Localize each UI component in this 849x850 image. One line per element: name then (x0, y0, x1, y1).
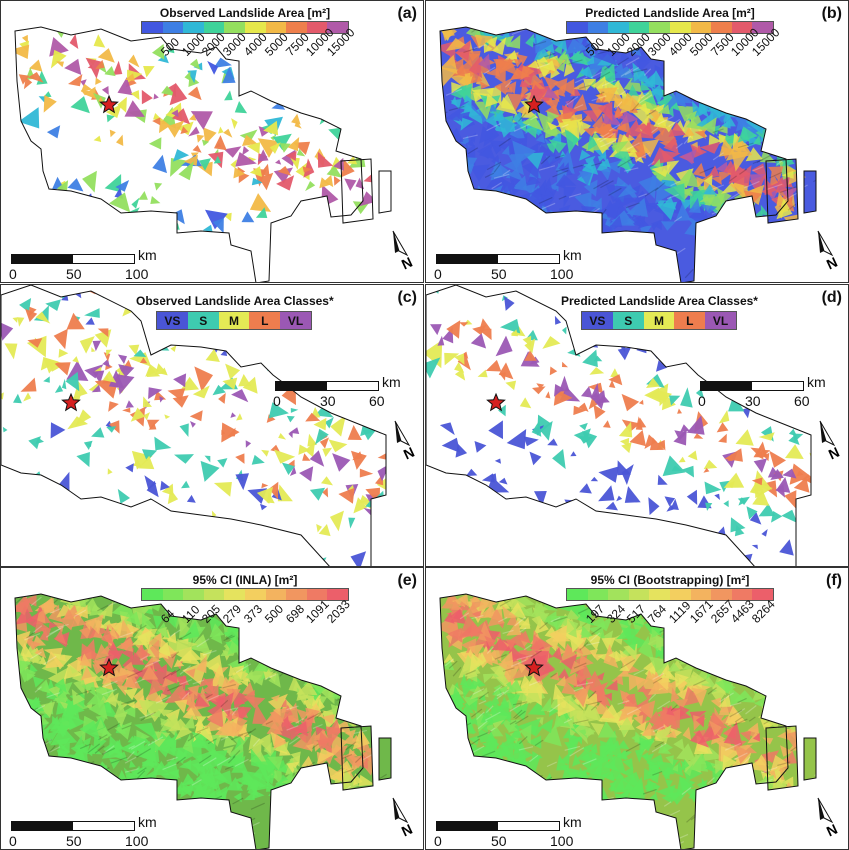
scale-bar-unit: km (563, 814, 582, 830)
map-canvas (426, 285, 812, 566)
legend-title: Observed Landslide Area Classes* (136, 294, 334, 308)
color-scale-bar (141, 588, 349, 601)
scale-bar-label: 50 (491, 266, 507, 282)
class-legend-item: S (612, 312, 644, 329)
map-panel-b: (b) Predicted Landslide Area [m²] 500 1000 2… (425, 0, 849, 283)
epicenter-star-icon (524, 657, 544, 677)
scale-bar-label: 100 (125, 833, 149, 849)
study-area-outline (439, 26, 817, 282)
class-legend-item: L (249, 312, 281, 329)
scale-bar-label: 100 (550, 266, 574, 282)
scale-bar-label: 100 (550, 833, 574, 849)
panel-label: (b) (821, 5, 842, 22)
panel-label: (d) (821, 289, 842, 306)
scale-bar (11, 254, 135, 264)
epicenter-star-icon (524, 94, 544, 114)
epicenter-star-icon (99, 657, 119, 677)
study-area-outline (14, 26, 392, 282)
scale-bar-label: 50 (66, 266, 82, 282)
map-canvas (1, 285, 387, 566)
scale-bar (11, 821, 135, 831)
color-scale-bar (566, 588, 774, 601)
scale-bar-label: 60 (794, 393, 810, 409)
scale-bar-label: 50 (491, 833, 507, 849)
legend-title: Observed Landslide Area [m²] (159, 6, 331, 20)
class-legend-item: VS (157, 312, 188, 329)
north-label: N (401, 444, 417, 463)
scale-bar-unit: km (382, 374, 401, 390)
color-scale-bar (566, 21, 774, 34)
scale-bar-label: 0 (273, 393, 281, 409)
map-panel-a: (a) Observed Landslide Area [m²] 500 1000 20… (0, 0, 424, 283)
class-legend-item: M (643, 312, 675, 329)
epicenter-star-icon (61, 392, 81, 412)
panel-label: (a) (397, 5, 417, 22)
study-area-outline (439, 593, 817, 849)
panel-label: (f) (826, 572, 842, 589)
north-label: N (824, 821, 840, 840)
north-label: N (399, 254, 415, 273)
north-arrow-icon: N (392, 230, 415, 273)
scale-bar (700, 381, 804, 391)
panel-label: (c) (397, 289, 417, 306)
scale-bar-unit: km (807, 374, 826, 390)
scale-bar-label: 0 (434, 266, 442, 282)
class-legend-item: VL (280, 312, 311, 329)
scale-bar-label: 60 (369, 393, 385, 409)
class-legend: VS S M L VL (156, 311, 312, 330)
scale-bar-unit: km (138, 247, 157, 263)
panel-label: (e) (397, 572, 417, 589)
color-scale-bar (141, 21, 349, 34)
map-canvas (439, 593, 817, 849)
north-label: N (399, 821, 415, 840)
study-area-outline (14, 593, 392, 849)
legend-title: 95% CI (INLA) [m²] (192, 573, 298, 587)
scale-bar-label: 50 (66, 833, 82, 849)
scale-bar-label: 0 (434, 833, 442, 849)
study-area-outline (1, 285, 387, 566)
class-legend-item: VS (582, 312, 613, 329)
north-label: N (824, 254, 840, 273)
scale-bar-label: 100 (125, 266, 149, 282)
north-label: N (826, 444, 842, 463)
scale-bar-unit: km (563, 247, 582, 263)
epicenter-star-icon (99, 94, 119, 114)
class-legend-item: S (187, 312, 219, 329)
scale-bar-label: 30 (745, 393, 761, 409)
north-arrow-icon: N (819, 420, 842, 463)
scale-bar-label: 0 (698, 393, 706, 409)
map-canvas (14, 593, 392, 849)
scale-bar-label: 0 (9, 266, 17, 282)
scale-bar (436, 254, 560, 264)
legend-title: Predicted Landslide Area Classes* (561, 294, 758, 308)
map-panel-d: (d) Predicted Landslide Area Classes* VS S M… (425, 284, 849, 567)
map-canvas (439, 26, 817, 282)
class-legend-item: VL (705, 312, 736, 329)
north-arrow-icon: N (817, 797, 840, 840)
north-arrow-icon: N (394, 420, 417, 463)
class-legend-item: L (674, 312, 706, 329)
map-canvas (14, 26, 392, 282)
scale-bar (436, 821, 560, 831)
map-panel-e: (e) 95% CI (INLA) [m²] 64 110 205 279 373 500 69… (0, 567, 424, 850)
north-arrow-icon: N (817, 230, 840, 273)
legend-title: Predicted Landslide Area [m²] (585, 6, 755, 20)
class-legend: VS S M L VL (581, 311, 737, 330)
legend-title: 95% CI (Bootstrapping) [m²] (590, 573, 750, 587)
scale-bar-label: 30 (320, 393, 336, 409)
map-panel-c: (c) Observed Landslide Area Classes* VS S M L… (0, 284, 424, 567)
scale-bar (275, 381, 379, 391)
map-panel-f: (f) 95% CI (Bootstrapping) [m²] 197 324 517 7… (425, 567, 849, 850)
scale-bar-unit: km (138, 814, 157, 830)
study-area-outline (426, 285, 812, 566)
epicenter-star-icon (486, 392, 506, 412)
north-arrow-icon: N (392, 797, 415, 840)
class-legend-item: M (218, 312, 250, 329)
scale-bar-label: 0 (9, 833, 17, 849)
